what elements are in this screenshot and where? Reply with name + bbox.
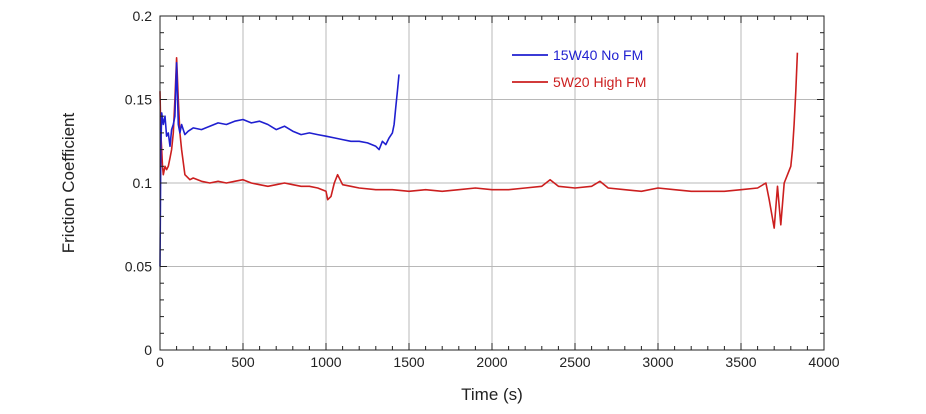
- x-tick-label: 4000: [808, 354, 839, 370]
- series-line-2: [159, 52, 799, 229]
- y-tick-label: 0.1: [133, 175, 153, 191]
- x-tick-label: 0: [156, 354, 164, 370]
- legend-label-1: 15W40 No FM: [553, 47, 643, 63]
- x-tick-label: 1000: [310, 354, 341, 370]
- y-tick-label: 0.2: [133, 8, 153, 24]
- series-line-1: [159, 61, 400, 267]
- y-tick-label: 0: [144, 342, 152, 358]
- grid: [160, 16, 824, 350]
- x-tick-label: 3000: [642, 354, 673, 370]
- legend-label-2: 5W20 High FM: [553, 74, 646, 90]
- y-tick-label: 0.15: [125, 92, 152, 108]
- y-axis-title: Friction Coefficient: [59, 112, 78, 253]
- x-tick-label: 3500: [725, 354, 756, 370]
- series-layer: [159, 52, 799, 267]
- x-tick-label: 1500: [393, 354, 424, 370]
- x-tick-label: 2500: [559, 354, 590, 370]
- ticks: [159, 15, 825, 351]
- x-tick-label: 500: [231, 354, 255, 370]
- y-tick-label: 0.05: [125, 259, 152, 275]
- x-axis-title: Time (s): [461, 385, 523, 404]
- x-tick-label: 2000: [476, 354, 507, 370]
- tick-labels: 0 500 1000 1500 2000 2500 3000 3500 4000 0 0.05 0.1…: [125, 8, 840, 370]
- legend: 15W40 No FM 5W20 High FM: [512, 47, 646, 90]
